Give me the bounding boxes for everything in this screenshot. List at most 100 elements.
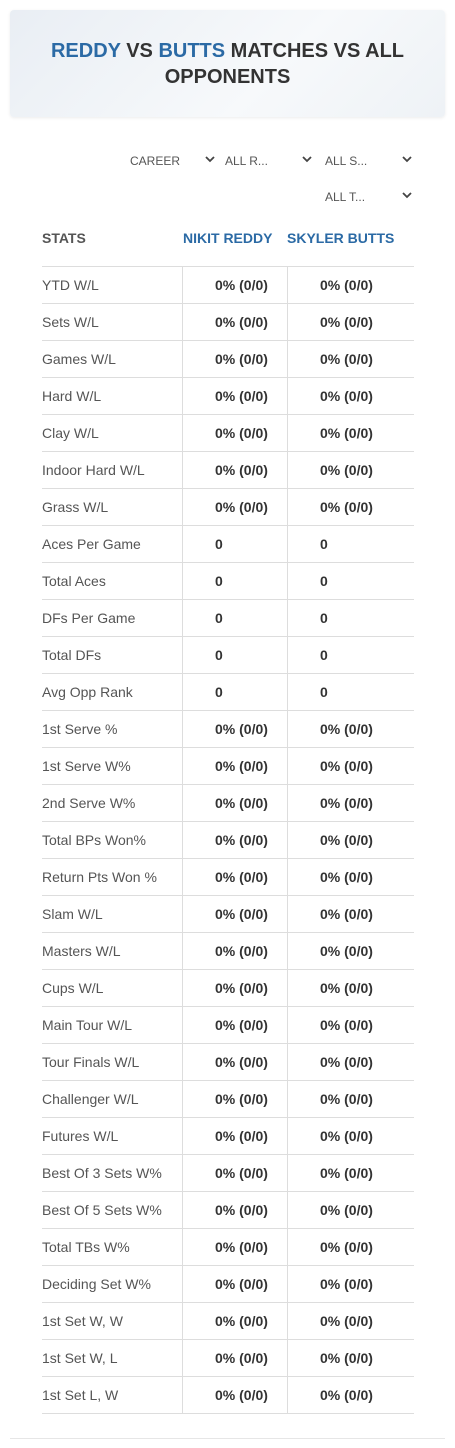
stat-value: 0% (0/0) — [320, 462, 373, 478]
table-bottom-line — [42, 1413, 414, 1414]
stat-label: Challenger W/L — [42, 1091, 139, 1107]
stat-value: 0% (0/0) — [320, 943, 373, 959]
stat-value: 0% (0/0) — [320, 351, 373, 367]
stat-value: 0% (0/0) — [320, 1350, 373, 1366]
stat-label: Games W/L — [42, 351, 116, 367]
chevron — [302, 156, 312, 163]
stat-label: Clay W/L — [42, 425, 99, 441]
table-row: Clay W/L 0% (0/0) 0% (0/0) — [42, 414, 414, 452]
column-divider — [287, 266, 288, 1414]
table-row: Main Tour W/L 0% (0/0) 0% (0/0) — [42, 1006, 414, 1044]
stat-label: Best Of 3 Sets W% — [42, 1165, 162, 1181]
stat-value: 0% (0/0) — [320, 795, 373, 811]
stat-value: 0% (0/0) — [215, 1165, 268, 1181]
table-row: Masters W/L 0% (0/0) 0% (0/0) — [42, 932, 414, 970]
table-row: Futures W/L 0% (0/0) 0% (0/0) — [42, 1117, 414, 1155]
stat-label: Total BPs Won% — [42, 832, 147, 848]
table-row: Aces Per Game 0 0 — [42, 525, 414, 563]
stat-label: Tour Finals W/L — [42, 1054, 140, 1070]
chevron — [402, 156, 412, 163]
stat-value: 0% (0/0) — [215, 1054, 268, 1070]
table-row: 1st Set W, L 0% (0/0) 0% (0/0) — [42, 1339, 414, 1377]
stat-label: Indoor Hard W/L — [42, 462, 145, 478]
dropdown[interactable]: ALL S... — [325, 151, 412, 171]
stat-value: 0% (0/0) — [215, 1276, 268, 1292]
stat-value: 0% (0/0) — [215, 980, 268, 996]
dropdown[interactable]: ALL R... — [225, 151, 312, 171]
stat-value: 0% (0/0) — [215, 1128, 268, 1144]
column-divider — [182, 266, 183, 1414]
table-row: Deciding Set W% 0% (0/0) 0% (0/0) — [42, 1265, 414, 1303]
stat-label: Hard W/L — [42, 388, 102, 404]
stat-value: 0% (0/0) — [320, 758, 373, 774]
stat-value: 0 — [215, 536, 223, 552]
stat-value: 0 — [320, 536, 328, 552]
stat-value: 0% (0/0) — [215, 1202, 268, 1218]
stat-value: 0% (0/0) — [215, 314, 268, 330]
table-row: 1st Serve W% 0% (0/0) 0% (0/0) — [42, 747, 414, 785]
header: REDDY VS BUTTS MATCHES VS ALL OPPONENTS — [10, 10, 445, 117]
dropdown-label: ALL S... — [325, 154, 368, 168]
stat-value: 0 — [215, 684, 223, 700]
table-row: Challenger W/L 0% (0/0) 0% (0/0) — [42, 1080, 414, 1118]
stat-label: 1st Serve % — [42, 721, 118, 737]
table-row: Cups W/L 0% (0/0) 0% (0/0) — [42, 969, 414, 1007]
stat-label: Slam W/L — [42, 906, 103, 922]
stat-label: 1st Set W, W — [42, 1313, 123, 1329]
stat-value: 0 — [215, 573, 223, 589]
stat-value: 0% (0/0) — [215, 1017, 268, 1033]
stat-value: 0% (0/0) — [215, 425, 268, 441]
dropdown[interactable]: CAREER — [130, 151, 215, 171]
title-text: MATCHES VS ALL OPPONENTS — [164, 39, 405, 88]
stat-label: Return Pts Won % — [42, 869, 157, 885]
stat-value: 0% (0/0) — [215, 1239, 268, 1255]
chevron — [205, 156, 215, 163]
title: REDDY VS BUTTS MATCHES VS ALL OPPONENTS — [28, 38, 428, 90]
stat-label: Total DFs — [42, 647, 102, 663]
table-row: Slam W/L 0% (0/0) 0% (0/0) — [42, 895, 414, 933]
stat-label: DFs Per Game — [42, 610, 136, 626]
stat-label: Avg Opp Rank — [42, 684, 133, 700]
stat-value: 0% (0/0) — [320, 1239, 373, 1255]
stat-value: 0 — [320, 647, 328, 663]
dropdown[interactable]: ALL T... — [325, 187, 412, 207]
stat-value: 0% (0/0) — [215, 351, 268, 367]
stat-value: 0% (0/0) — [320, 1091, 373, 1107]
stat-value: 0% (0/0) — [215, 388, 268, 404]
stat-label: 1st Serve W% — [42, 758, 131, 774]
stat-value: 0% (0/0) — [215, 943, 268, 959]
stat-label: Total TBs W% — [42, 1239, 130, 1255]
stat-value: 0% (0/0) — [215, 499, 268, 515]
stat-value: 0 — [320, 610, 328, 626]
table-row: Best Of 3 Sets W% 0% (0/0) 0% (0/0) — [42, 1154, 414, 1192]
stat-label: Total Aces — [42, 573, 106, 589]
stat-value: 0% (0/0) — [215, 869, 268, 885]
column-header: STATS — [42, 230, 86, 246]
table-row: 1st Set W, W 0% (0/0) 0% (0/0) — [42, 1302, 414, 1340]
stat-value: 0 — [320, 573, 328, 589]
stat-value: 0% (0/0) — [320, 832, 373, 848]
stat-value: 0 — [215, 647, 223, 663]
stat-value: 0% (0/0) — [320, 1165, 373, 1181]
table-row: Indoor Hard W/L 0% (0/0) 0% (0/0) — [42, 451, 414, 489]
table-row: Sets W/L 0% (0/0) 0% (0/0) — [42, 303, 414, 341]
footer-line — [10, 1438, 445, 1439]
stat-value: 0% (0/0) — [215, 758, 268, 774]
stat-label: Futures W/L — [42, 1128, 119, 1144]
stat-label: Grass W/L — [42, 499, 109, 515]
stat-value: 0% (0/0) — [320, 1202, 373, 1218]
stat-value: 0% (0/0) — [320, 277, 373, 293]
column-header: SKYLER BUTTS — [287, 230, 395, 246]
stat-label: Masters W/L — [42, 943, 121, 959]
stat-label: Aces Per Game — [42, 536, 141, 552]
table-row: Total DFs 0 0 — [42, 636, 414, 674]
stat-value: 0% (0/0) — [215, 795, 268, 811]
stat-label: YTD W/L — [42, 277, 99, 293]
table-row: DFs Per Game 0 0 — [42, 599, 414, 637]
stat-label: 2nd Serve W% — [42, 795, 136, 811]
stat-value: 0% (0/0) — [320, 314, 373, 330]
table-row: Hard W/L 0% (0/0) 0% (0/0) — [42, 377, 414, 415]
stat-value: 0% (0/0) — [320, 906, 373, 922]
dropdown-label: CAREER — [130, 154, 181, 168]
